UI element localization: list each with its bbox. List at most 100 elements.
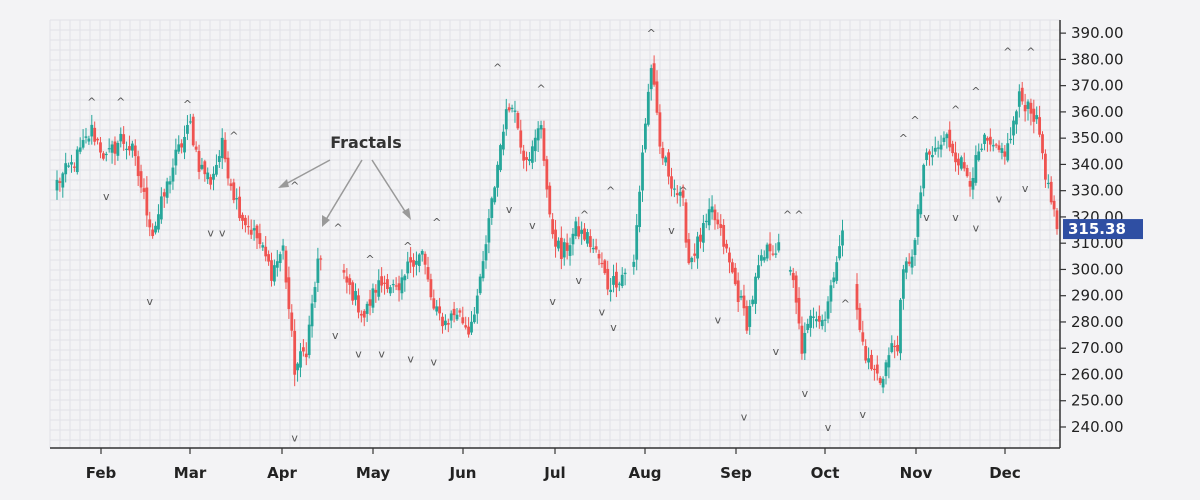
candle-body bbox=[371, 288, 375, 308]
candle bbox=[974, 145, 978, 186]
candle-body bbox=[861, 332, 865, 342]
candle bbox=[139, 164, 143, 193]
y-axis-ticks: 240.00 250.00 260.00 270.00 280.00 290.00 300.… bbox=[1060, 24, 1124, 436]
candle-body bbox=[916, 209, 920, 237]
candle-body bbox=[499, 145, 502, 171]
fractal-up-marker: ^ bbox=[951, 103, 960, 116]
candle bbox=[304, 342, 308, 366]
candle-body bbox=[435, 306, 439, 312]
candle-body bbox=[70, 162, 73, 165]
candle bbox=[78, 137, 82, 155]
candle-body bbox=[858, 307, 862, 330]
fractal-down-marker: v bbox=[715, 313, 722, 326]
candle-body bbox=[959, 157, 963, 169]
candle-body bbox=[264, 246, 268, 257]
candle bbox=[722, 219, 726, 255]
candle-body bbox=[307, 324, 311, 355]
candle-body bbox=[606, 268, 610, 290]
candle bbox=[1032, 99, 1036, 134]
candle bbox=[1041, 131, 1044, 160]
candle-body bbox=[475, 295, 479, 314]
candle bbox=[354, 283, 357, 306]
candle bbox=[249, 219, 253, 240]
candle-body bbox=[823, 319, 827, 321]
candle-body bbox=[516, 112, 520, 129]
candle-body bbox=[206, 172, 210, 180]
candle bbox=[351, 280, 355, 305]
candle-body bbox=[139, 171, 143, 188]
candle-body bbox=[316, 258, 320, 283]
candle bbox=[646, 83, 650, 127]
fractal-down-marker: v bbox=[355, 347, 362, 360]
candle-body bbox=[945, 134, 949, 139]
candle bbox=[870, 349, 873, 371]
candle-body bbox=[304, 353, 308, 358]
candle-body bbox=[542, 128, 546, 161]
candle-body bbox=[461, 317, 465, 324]
candle-body bbox=[817, 315, 821, 322]
candle bbox=[971, 167, 975, 200]
candle bbox=[75, 146, 79, 175]
candle bbox=[620, 267, 624, 289]
candle-body bbox=[409, 257, 413, 263]
y-tick-label: 240.00 bbox=[1071, 418, 1124, 436]
candle-body bbox=[820, 320, 824, 327]
candle bbox=[87, 135, 91, 145]
candle-body bbox=[186, 124, 189, 134]
annotation-label: Fractals bbox=[330, 133, 402, 152]
candle bbox=[217, 150, 221, 168]
candle bbox=[241, 212, 244, 230]
candle-body bbox=[557, 240, 560, 249]
candle bbox=[188, 113, 192, 125]
candle-body bbox=[478, 276, 482, 294]
candle bbox=[229, 178, 233, 191]
fractal-down-marker: v bbox=[506, 203, 513, 216]
candle-body bbox=[701, 223, 705, 243]
candle bbox=[762, 250, 766, 263]
candle-body bbox=[116, 142, 120, 156]
candle-body bbox=[913, 240, 917, 256]
candle bbox=[374, 284, 378, 303]
candle bbox=[875, 355, 879, 381]
candle bbox=[151, 223, 155, 239]
candle-body bbox=[191, 116, 195, 146]
candle-body bbox=[1052, 200, 1056, 210]
candle-body bbox=[745, 306, 749, 331]
x-tick-label: Dec bbox=[989, 464, 1021, 482]
candle bbox=[1017, 84, 1021, 118]
candle-body bbox=[644, 123, 647, 150]
candle bbox=[191, 113, 195, 147]
candle-body bbox=[896, 344, 899, 352]
candle-body bbox=[159, 196, 163, 220]
candle-body bbox=[925, 152, 928, 160]
y-tick-label: 280.00 bbox=[1071, 313, 1124, 331]
candle bbox=[986, 136, 989, 152]
candle-body bbox=[899, 299, 902, 354]
candle bbox=[461, 306, 465, 325]
candle bbox=[446, 318, 450, 333]
candle bbox=[542, 120, 546, 167]
candle-body bbox=[61, 173, 65, 188]
candle-body bbox=[716, 219, 720, 225]
x-tick-label: Feb bbox=[86, 464, 117, 482]
candle-body bbox=[513, 110, 517, 112]
candle bbox=[93, 121, 97, 146]
candle-body bbox=[525, 157, 528, 160]
candle-body bbox=[490, 198, 494, 218]
candle bbox=[829, 279, 833, 313]
candle-body bbox=[881, 378, 885, 388]
candle-body bbox=[754, 276, 757, 304]
y-tick-label: 330.00 bbox=[1071, 182, 1124, 200]
candle-body bbox=[867, 358, 870, 363]
candle bbox=[130, 140, 134, 158]
candle bbox=[58, 177, 62, 192]
candle-body bbox=[771, 253, 775, 255]
candle bbox=[635, 213, 639, 271]
candle bbox=[475, 288, 479, 324]
candle bbox=[551, 213, 555, 239]
candle-body bbox=[672, 188, 676, 190]
candle-body bbox=[255, 225, 259, 239]
candle bbox=[1003, 145, 1007, 165]
candle bbox=[530, 140, 534, 170]
candle bbox=[925, 148, 928, 166]
